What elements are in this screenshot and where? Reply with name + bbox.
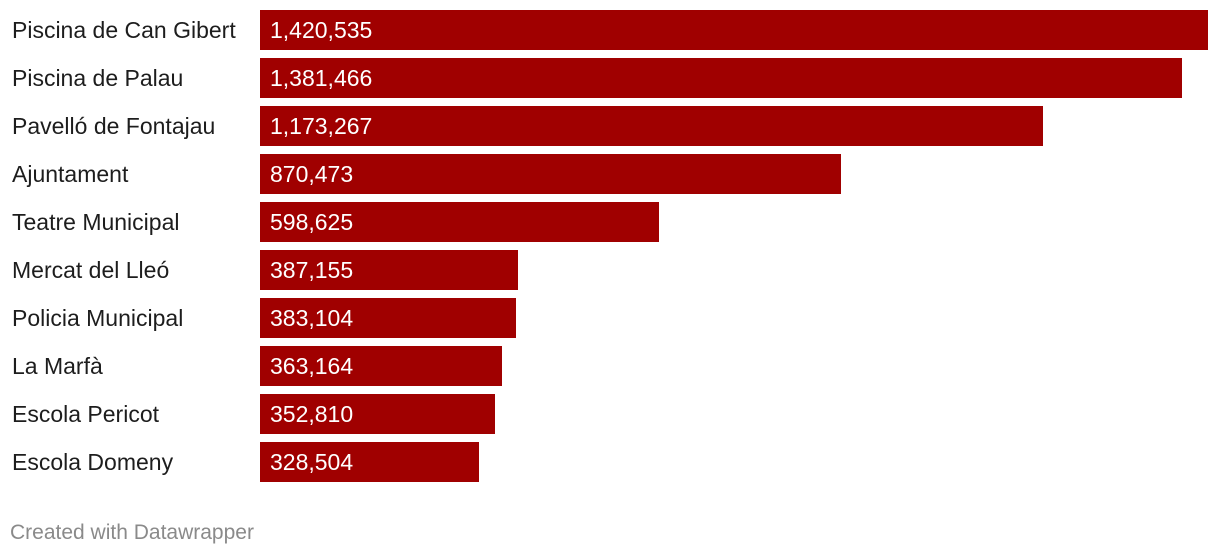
bar-row: Piscina de Palau 1,381,466 (0, 58, 1220, 98)
bar (260, 298, 516, 338)
bar-value-label: 870,473 (270, 161, 354, 187)
category-label: Piscina de Can Gibert (12, 17, 236, 43)
bar-row: Piscina de Can Gibert 1,420,535 (0, 10, 1220, 50)
bar-row: Mercat del Lleó 387,155 (0, 250, 1220, 290)
bar-value-label: 1,420,535 (270, 17, 373, 43)
bar (260, 106, 1043, 146)
bar (260, 202, 659, 242)
category-label: La Marfà (12, 353, 103, 379)
category-label: Policia Municipal (12, 305, 184, 331)
bar-chart: Piscina de Can Gibert 1,420,535 Piscina de… (0, 10, 1220, 482)
bar-row: Escola Domeny 328,504 (0, 442, 1220, 482)
category-label: Ajuntament (12, 161, 129, 187)
bar (260, 442, 479, 482)
bar-value-label: 352,810 (270, 401, 354, 427)
bar-row: La Marfà 363,164 (0, 346, 1220, 386)
datawrapper-credit[interactable]: Created with Datawrapper (10, 521, 254, 544)
bar (260, 394, 495, 434)
bar-row: Escola Pericot 352,810 (0, 394, 1220, 434)
category-label: Pavelló de Fontajau (12, 113, 216, 139)
bar (260, 58, 1182, 98)
bar (260, 154, 841, 194)
bar-row: Pavelló de Fontajau 1,173,267 (0, 106, 1220, 146)
bar-value-label: 328,504 (270, 449, 354, 475)
bar-row: Policia Municipal 383,104 (0, 298, 1220, 338)
category-label: Escola Domeny (12, 449, 174, 475)
category-label: Teatre Municipal (12, 209, 180, 235)
category-label: Piscina de Palau (12, 65, 184, 91)
bar-value-label: 387,155 (270, 257, 354, 283)
bar-value-label: 363,164 (270, 353, 354, 379)
bar-row: Teatre Municipal 598,625 (0, 202, 1220, 242)
bar-value-label: 598,625 (270, 209, 354, 235)
category-label: Escola Pericot (12, 401, 160, 427)
bar (260, 346, 502, 386)
bar-value-label: 1,173,267 (270, 113, 373, 139)
bar-value-label: 1,381,466 (270, 65, 373, 91)
bar (260, 250, 518, 290)
bar-value-label: 383,104 (270, 305, 354, 331)
bar-row: Ajuntament 870,473 (0, 154, 1220, 194)
category-label: Mercat del Lleó (12, 257, 170, 283)
bar (260, 10, 1208, 50)
